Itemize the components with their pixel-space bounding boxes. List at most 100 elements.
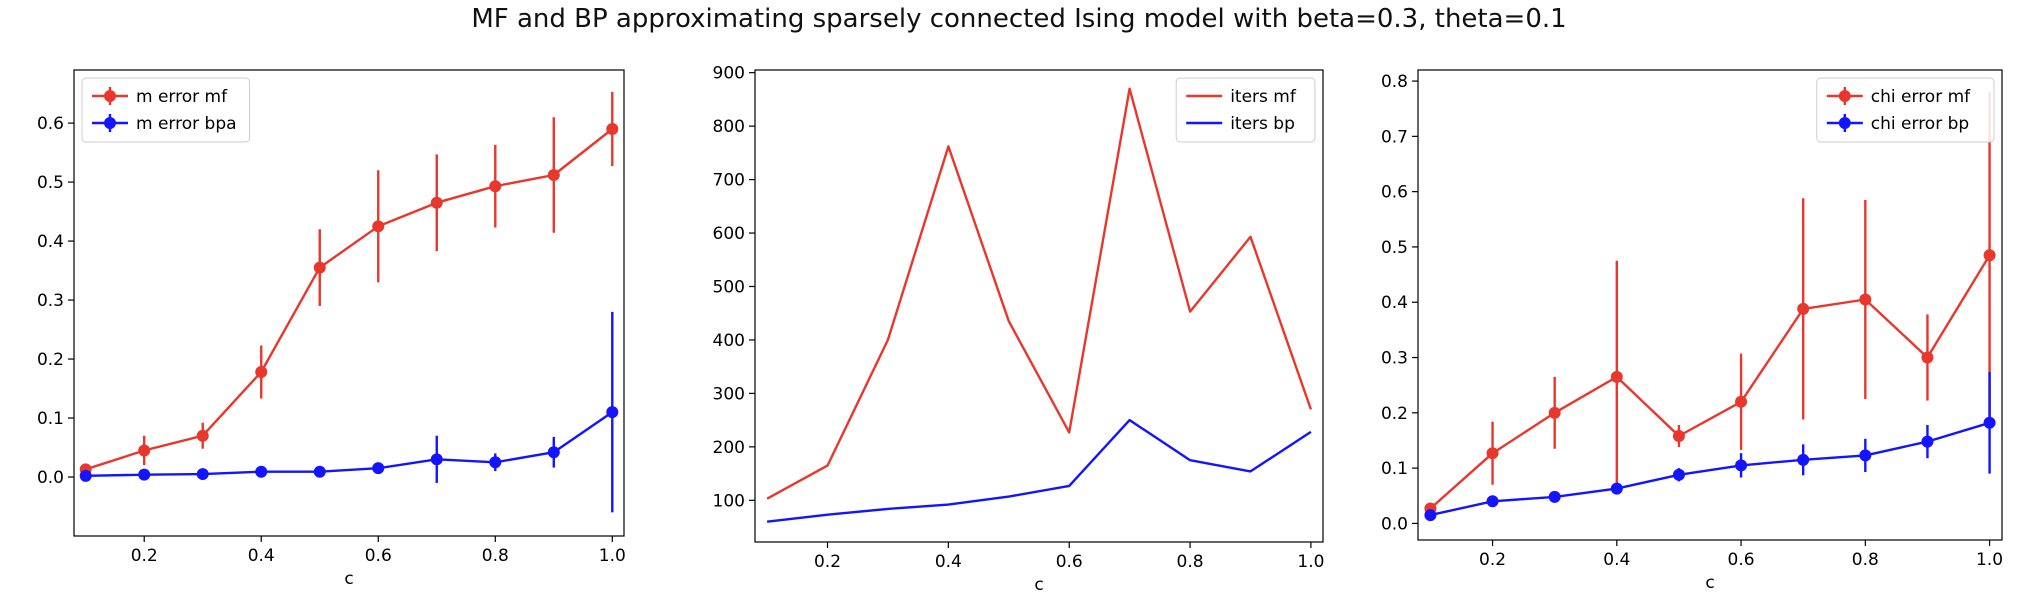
y-tick-label: 700 [713, 171, 745, 191]
x-tick-label: 1.0 [1976, 550, 2003, 570]
data-point [1921, 435, 1934, 448]
figure-title: MF and BP approximating sparsely connect… [471, 4, 1567, 34]
x-tick-label: 0.2 [814, 552, 841, 572]
data-point [313, 465, 326, 478]
data-point [1921, 351, 1934, 364]
x-tick-label: 1.0 [1297, 552, 1324, 572]
data-point [1672, 430, 1685, 443]
y-tick-label: 0.3 [1381, 349, 1408, 369]
y-tick-label: 0.0 [37, 468, 64, 488]
data-point [313, 261, 326, 274]
y-tick-label: 0.0 [1381, 514, 1408, 534]
legend-box [1175, 77, 1316, 143]
y-tick-label: 600 [713, 224, 745, 244]
data-point [1797, 453, 1810, 466]
series-1 [1424, 92, 1996, 515]
data-point [1735, 459, 1748, 472]
y-tick-label: 0.6 [1381, 183, 1408, 203]
series-2 [766, 418, 1312, 523]
legend: iters mf iters bp [1175, 77, 1316, 143]
plot-frame [754, 69, 1324, 543]
data-point [1859, 449, 1872, 462]
x-tick-label: 0.4 [935, 552, 962, 572]
y-tick-label: 0.3 [37, 291, 64, 311]
data-point [196, 429, 209, 442]
data-point [1797, 302, 1810, 315]
x-tick-label: 1.0 [599, 546, 626, 566]
data-point [1672, 468, 1685, 481]
x-tick-label: 0.8 [1852, 550, 1879, 570]
y-tick-label: 0.1 [1381, 459, 1408, 479]
series-line [85, 411, 613, 477]
data-point [547, 168, 560, 181]
y-tick-label: 0.5 [37, 173, 64, 193]
data-point [138, 444, 151, 457]
chart-2: 0.2 0.4 0.6 0.8 1.0 100 200 300 400 500 600 700 800 9… [713, 64, 1325, 595]
legend: m error mf m error bpa [81, 77, 251, 143]
series-1 [766, 87, 1313, 500]
data-point [255, 465, 268, 478]
legend-label: chi error mf [1871, 87, 1971, 107]
series-1 [79, 91, 619, 476]
legend-box [81, 77, 251, 143]
y-tick-label: 0.8 [1381, 72, 1408, 92]
data-point [430, 453, 443, 466]
chart-3: 0.2 0.4 0.6 0.8 1.0 0.0 0.1 0.2 0.3 0.4 0.5 0.6 0.7 0… [1381, 69, 2003, 593]
data-point [1735, 395, 1748, 408]
data-point [196, 468, 209, 481]
x-tick-label: 0.6 [1056, 552, 1083, 572]
x-tick-label: 0.2 [1479, 550, 1506, 570]
x-tick-label: 0.6 [365, 546, 392, 566]
series-2 [1424, 371, 1996, 522]
y-tick-label: 0.1 [37, 409, 64, 429]
y-tick-label: 900 [713, 64, 745, 84]
y-tick-label: 0.2 [1381, 404, 1408, 424]
data-point [430, 196, 443, 209]
x-tick-label: 0.4 [1603, 550, 1630, 570]
series-line [1429, 254, 1991, 510]
data-point [547, 446, 560, 459]
series-line [766, 87, 1313, 500]
y-tick-label: 400 [713, 331, 745, 351]
legend-box [1816, 77, 1995, 143]
series-2 [79, 311, 619, 513]
data-point [1486, 495, 1499, 508]
series-line [85, 128, 614, 471]
data-point [1548, 406, 1561, 419]
plot-frame [73, 69, 625, 537]
y-tick-label: 0.7 [1381, 127, 1408, 147]
y-tick-label: 0.5 [1381, 238, 1408, 258]
x-tick-label: 0.8 [1177, 552, 1204, 572]
data-point [1424, 509, 1437, 522]
series-line [1430, 421, 1990, 517]
x-axis-label: c [1705, 573, 1714, 593]
y-tick-label: 100 [713, 491, 745, 511]
data-point [1859, 293, 1872, 306]
y-tick-label: 0.4 [37, 232, 64, 252]
x-tick-label: 0.2 [131, 546, 158, 566]
data-point [489, 180, 502, 193]
legend-label: iters mf [1230, 87, 1297, 107]
data-point [1486, 447, 1499, 460]
chart-1: 0.2 0.4 0.6 0.8 1.0 0.0 0.1 0.2 0.3 0.4 0.5 0.6 c m e… [37, 69, 626, 589]
legend-label: chi error bp [1871, 114, 1969, 134]
legend-label: m error mf [136, 87, 228, 107]
data-point [1610, 482, 1623, 495]
y-tick-label: 0.2 [37, 350, 64, 370]
x-axis-label: c [1034, 575, 1043, 595]
plot-frame [1417, 69, 2003, 541]
y-tick-label: 200 [713, 438, 745, 458]
y-tick-label: 500 [713, 277, 745, 297]
data-point [489, 456, 502, 469]
y-tick-label: 0.4 [1381, 293, 1408, 313]
data-point [138, 468, 151, 481]
x-tick-label: 0.8 [482, 546, 509, 566]
y-tick-label: 0.6 [37, 114, 64, 134]
series-line [766, 418, 1312, 523]
y-tick-label: 800 [713, 117, 745, 137]
data-point [372, 220, 385, 233]
data-point [606, 406, 619, 419]
data-point [255, 366, 268, 379]
data-point [372, 462, 385, 475]
